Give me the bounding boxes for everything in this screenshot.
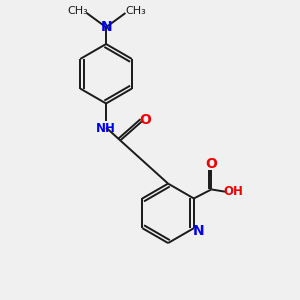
Text: NH: NH xyxy=(96,122,116,135)
Text: N: N xyxy=(100,20,112,34)
Text: N: N xyxy=(193,224,204,238)
Text: O: O xyxy=(206,157,217,171)
Text: CH₃: CH₃ xyxy=(125,6,146,16)
Text: OH: OH xyxy=(223,185,243,199)
Text: O: O xyxy=(140,113,151,127)
Text: CH₃: CH₃ xyxy=(67,6,88,16)
